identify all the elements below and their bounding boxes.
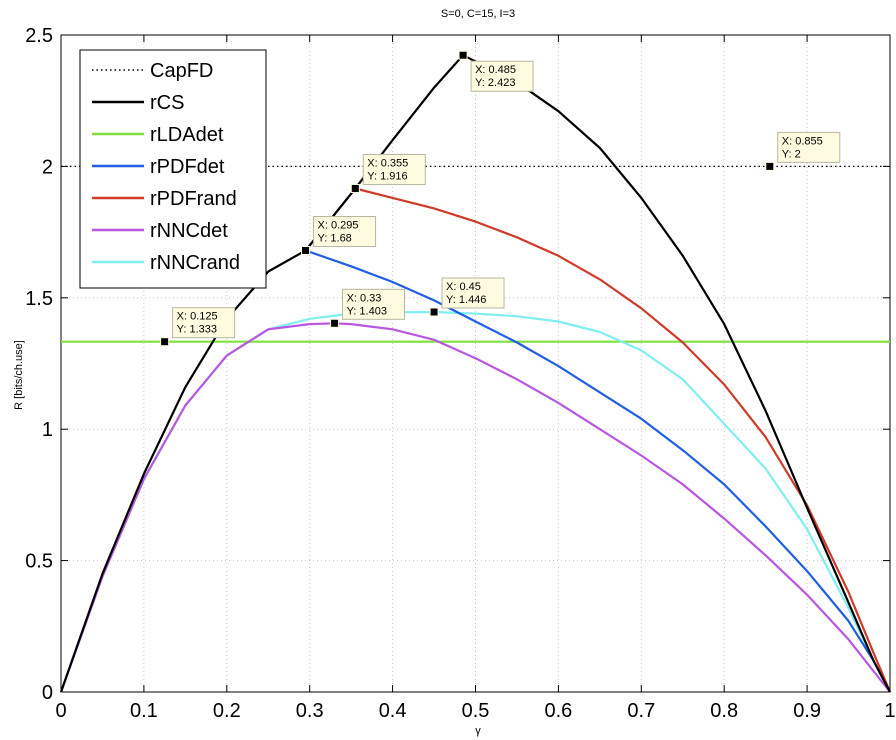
legend-item-rPDFrand: rPDFrand	[92, 188, 237, 210]
x-tick-label: 0.4	[379, 700, 407, 722]
legend-item-rCS: rCS	[92, 92, 184, 114]
datatip-text: Y: 2	[782, 148, 801, 160]
datatip-box	[777, 131, 841, 163]
legend-label: rPDFrand	[150, 188, 237, 210]
series-line-rPDFrand	[355, 187, 892, 693]
datatip-text: Y: 1.916	[367, 170, 407, 182]
datatip-text: X: 0.355	[367, 157, 408, 169]
datatip-text: X: 0.125	[177, 311, 218, 323]
x-tick-label: 0	[55, 700, 66, 722]
x-tick-label: 1	[884, 700, 895, 722]
datatip-marker	[160, 337, 170, 347]
legend-label: rCS	[150, 92, 184, 114]
datatip-box	[470, 60, 534, 92]
datatip-marker	[765, 161, 775, 171]
datatip-text: X: 0.485	[475, 64, 516, 76]
datatip-box	[362, 153, 426, 185]
datatip-marker	[301, 245, 311, 255]
legend-item-rNNCrand: rNNCrand	[92, 252, 240, 274]
axis-ticks: 0 0.1 0.2 0.3 0.4 0.5 0.6 0.7 0.8 0.9 1 0 0.5 1 1.5 2 2.…	[25, 25, 895, 722]
series-lines	[59, 54, 892, 693]
datatip-text: X: 0.295	[318, 219, 359, 231]
legend-label: rLDAdet	[150, 124, 224, 146]
datatip-marker	[350, 183, 360, 193]
datatip-text: X: 0.33	[347, 292, 382, 304]
datatip-marker	[330, 318, 340, 328]
legend-label: CapFD	[150, 60, 213, 82]
legend-label: rNNCdet	[150, 220, 228, 242]
x-tick-label: 0.5	[462, 700, 490, 722]
datatip[interactable]: X: 0.33Y: 1.403	[330, 288, 406, 328]
legend-label: rNNCrand	[150, 252, 240, 274]
datatip-text: Y: 1.333	[177, 324, 217, 336]
datatip-text: X: 0.855	[782, 135, 823, 147]
datatip-marker	[458, 50, 468, 60]
x-tick-label: 0.8	[710, 700, 738, 722]
datatip-box	[342, 288, 406, 320]
datatip-text: X: 0.45	[446, 281, 481, 293]
datatip-text: Y: 1.446	[446, 294, 486, 306]
legend-item-rPDFdet: rPDFdet	[92, 156, 225, 178]
datatip-marker	[429, 307, 439, 317]
legend: CapFD rCS rLDAdet rPDFdet rPDFrand rNNCdet rNN…	[79, 49, 267, 289]
chart-title: S=0, C=15, I=3	[441, 8, 515, 20]
legend-item-rLDAdet: rLDAdet	[92, 124, 224, 146]
y-tick-label: 1.5	[25, 288, 53, 310]
y-tick-label: 1	[42, 419, 53, 441]
grid	[61, 35, 890, 692]
datatip-box	[172, 307, 236, 339]
x-tick-label: 0.9	[793, 700, 821, 722]
x-tick-label: 0.2	[213, 700, 241, 722]
y-tick-label: 0.5	[25, 551, 53, 573]
datatip[interactable]: X: 0.45Y: 1.446	[429, 277, 505, 317]
x-axis-title: γ	[475, 725, 481, 737]
y-axis-title: R [bits/ch.use]	[13, 340, 25, 410]
datatip-box	[441, 277, 505, 309]
legend-box	[79, 49, 267, 289]
series-line-rNNCdet	[59, 322, 891, 693]
y-tick-label: 0	[42, 682, 53, 704]
legend-item-rNNCdet: rNNCdet	[92, 220, 228, 242]
x-tick-label: 0.7	[627, 700, 655, 722]
legend-item-CapFD: CapFD	[92, 60, 213, 82]
y-tick-label: 2	[42, 156, 53, 178]
x-tick-label: 0.3	[296, 700, 324, 722]
datatip-text: Y: 1.68	[318, 232, 352, 244]
series-line-rPDFdet	[305, 249, 891, 693]
y-tick-label: 2.5	[25, 25, 53, 47]
datatip-box	[313, 215, 377, 247]
x-tick-label: 0.6	[544, 700, 572, 722]
datatip-text: Y: 1.403	[347, 305, 387, 317]
legend-label: rPDFdet	[150, 156, 225, 178]
datatip-text: Y: 2.423	[475, 77, 515, 89]
x-tick-label: 0.1	[130, 700, 158, 722]
